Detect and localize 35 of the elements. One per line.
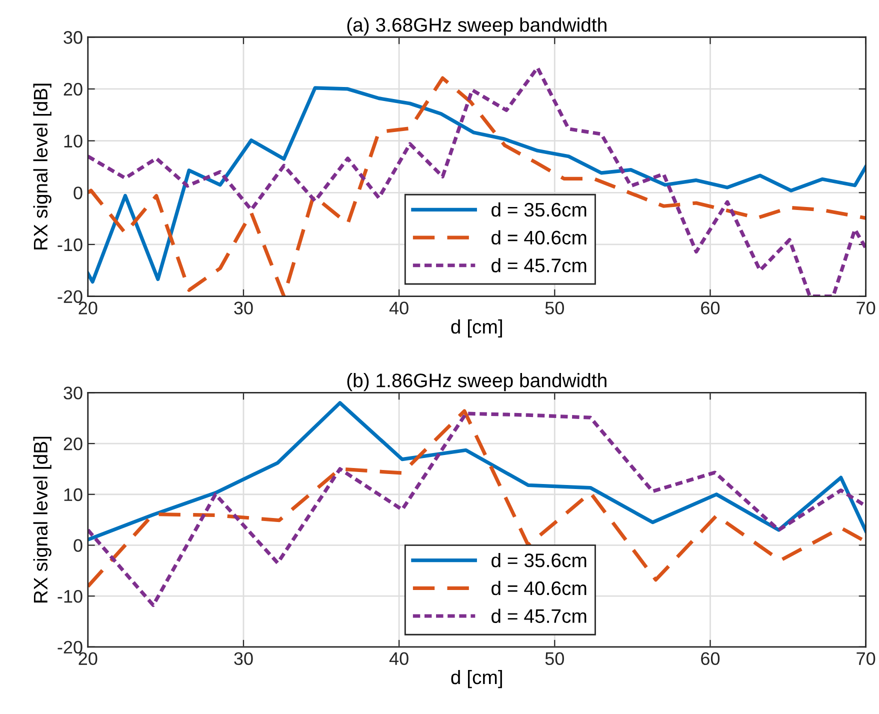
x-tick-label: 70	[856, 652, 876, 666]
legend-label: d = 35.6cm	[492, 202, 586, 217]
x-tick-label: 30	[234, 302, 253, 314]
x-tick-label: 50	[545, 302, 564, 314]
y-axis-title: RX signal level [dB]	[33, 84, 52, 250]
x-tick-label: 60	[701, 652, 720, 666]
legend-label: d = 40.6cm	[492, 580, 586, 596]
legend-label: d = 35.6cm	[492, 553, 586, 568]
legend-label: d = 45.7cm	[492, 258, 586, 272]
x-axis-title: d [cm]	[451, 670, 502, 688]
y-tick-label: 20	[64, 82, 82, 96]
chart-title: (a) 3.68GHz sweep bandwidth	[347, 17, 606, 36]
legend-label: d = 45.7cm	[492, 608, 586, 623]
y-tick-label: 0	[74, 539, 82, 552]
x-tick-label: 60	[701, 302, 720, 314]
y-tick-label: 20	[64, 437, 82, 450]
x-tick-label: 70	[856, 302, 876, 314]
x-tick-label: 30	[234, 652, 253, 666]
y-tick-label: -10	[58, 238, 82, 252]
y-axis-title: RX signal level [dB]	[33, 436, 52, 602]
x-tick-label: 40	[389, 652, 408, 666]
y-tick-label: 0	[74, 186, 82, 200]
legend-label: d = 40.6cm	[492, 230, 586, 245]
y-tick-label: 30	[64, 31, 82, 44]
x-tick-label: 50	[545, 652, 564, 666]
y-tick-label: 30	[64, 386, 82, 400]
line-series	[88, 401, 866, 542]
y-tick-label: -20	[58, 290, 82, 304]
x-tick-label: 40	[389, 302, 408, 314]
y-tick-label: 10	[64, 488, 82, 502]
x-axis-title: d [cm]	[451, 319, 502, 338]
y-tick-label: -20	[58, 640, 82, 654]
chart-title: (b) 1.86GHz sweep bandwidth	[347, 373, 606, 392]
y-tick-label: -10	[58, 590, 82, 603]
y-tick-label: 10	[64, 134, 82, 148]
